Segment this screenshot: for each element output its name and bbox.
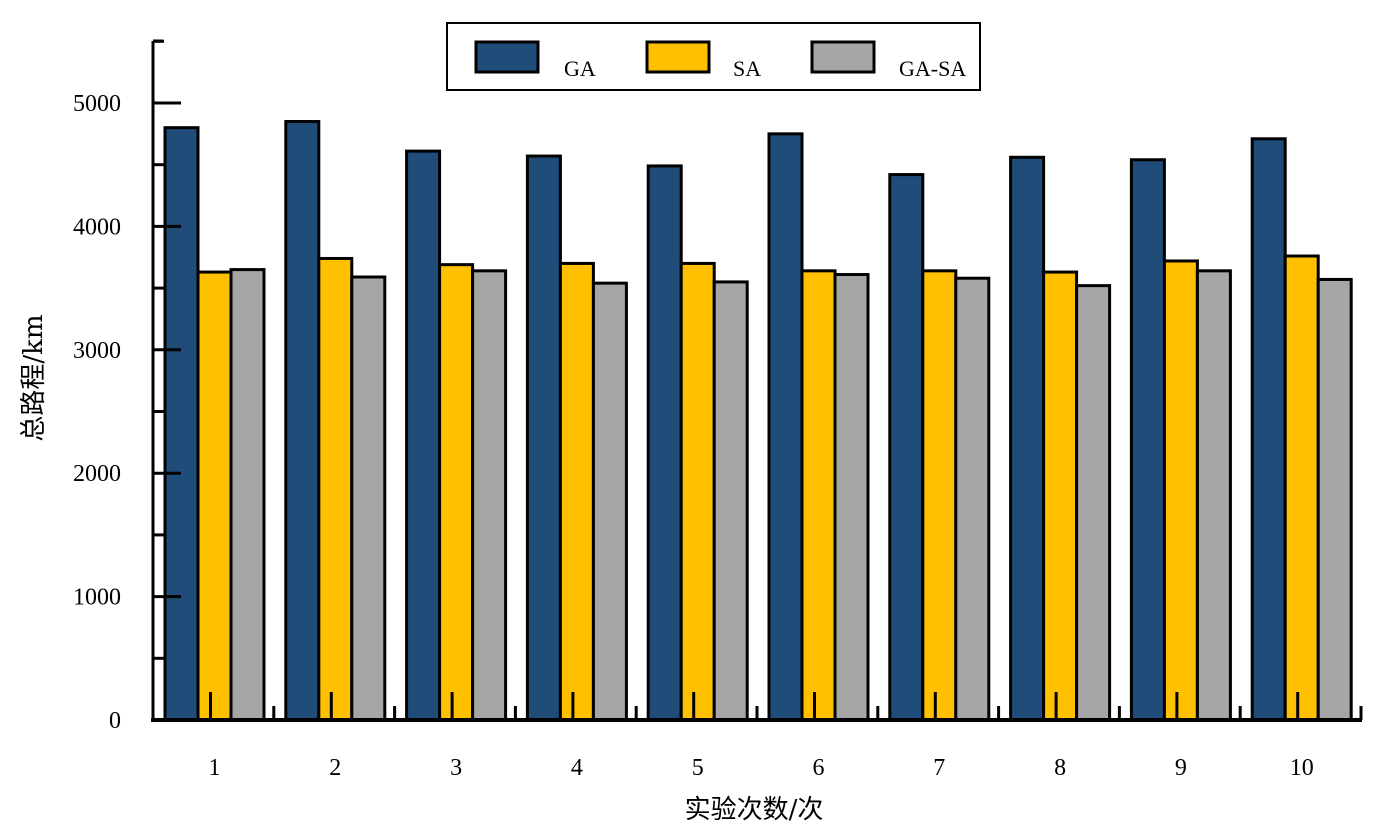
- x-tick-label: 8: [1054, 755, 1066, 781]
- legend-swatch-ga: [474, 40, 540, 74]
- x-tick-label: 5: [692, 755, 704, 781]
- bar-ga-7: [888, 173, 925, 722]
- bar-sa-7: [921, 269, 958, 722]
- bar-ga-10: [1250, 137, 1287, 722]
- bar-sa-4: [558, 261, 595, 722]
- legend-swatch-sa: [645, 40, 711, 74]
- bar-ga-sa-3: [471, 269, 508, 722]
- bar-ga-sa-1: [229, 268, 266, 722]
- bar-sa-6: [800, 269, 837, 722]
- bar-sa-10: [1283, 254, 1320, 722]
- bar-ga-sa-4: [591, 281, 628, 722]
- y-axis-title: 总路程/km: [19, 314, 49, 441]
- y-tick-label: 2000: [73, 461, 121, 487]
- x-tick-label: 2: [329, 755, 341, 781]
- bar-ga-9: [1129, 158, 1166, 722]
- bar-ga-5: [646, 164, 683, 722]
- bar-ga-6: [767, 132, 804, 722]
- bar-ga-2: [284, 120, 321, 722]
- x-tick-label: 6: [813, 755, 825, 781]
- y-tick-label: 0: [109, 708, 121, 734]
- bar-ga-sa-7: [954, 276, 991, 722]
- bar-sa-5: [679, 261, 716, 722]
- bar-ga-1: [163, 126, 200, 722]
- y-tick-label: 1000: [73, 585, 121, 611]
- x-tick-label: 3: [450, 755, 462, 781]
- legend-swatch-ga-sa: [810, 40, 876, 74]
- bar-ga-sa-5: [712, 280, 749, 722]
- tick-labels: 1 2 3 4 5 6 7 8 9 10 0 1000 2000 3000 4000 5000: [73, 91, 1314, 781]
- y-tick-label: 5000: [73, 91, 121, 117]
- bar-ga-4: [525, 154, 562, 722]
- y-tick-label: 3000: [73, 338, 121, 364]
- y-tick-label: 4000: [73, 214, 121, 240]
- legend-label-ga: GA: [564, 56, 596, 81]
- x-axis-title: 实验次数/次: [685, 795, 824, 825]
- bar-ga-8: [1009, 155, 1046, 722]
- bar-sa-8: [1042, 270, 1079, 722]
- legend-label-ga-sa: GA-SA: [899, 56, 966, 81]
- x-tick-label: 7: [933, 755, 945, 781]
- bar-sa-9: [1162, 259, 1199, 722]
- bar-ga-sa-6: [833, 273, 870, 722]
- legend-label-sa: SA: [733, 56, 761, 81]
- legend: GA SA GA-SA: [446, 22, 981, 91]
- x-tick-label: 1: [209, 755, 221, 781]
- bar-ga-sa-8: [1075, 284, 1112, 722]
- bar-ga-3: [405, 149, 442, 722]
- bar-sa-2: [317, 256, 354, 722]
- axes: [151, 39, 1363, 722]
- x-tick-label: 10: [1290, 755, 1314, 781]
- x-tick-label: 4: [571, 755, 583, 781]
- bar-sa-1: [196, 270, 233, 722]
- bar-sa-3: [438, 263, 475, 722]
- bar-ga-sa-2: [350, 275, 387, 722]
- bars: [163, 120, 1353, 722]
- bar-ga-sa-9: [1195, 269, 1232, 722]
- bar-ga-sa-10: [1316, 277, 1353, 722]
- x-tick-label: 9: [1175, 755, 1187, 781]
